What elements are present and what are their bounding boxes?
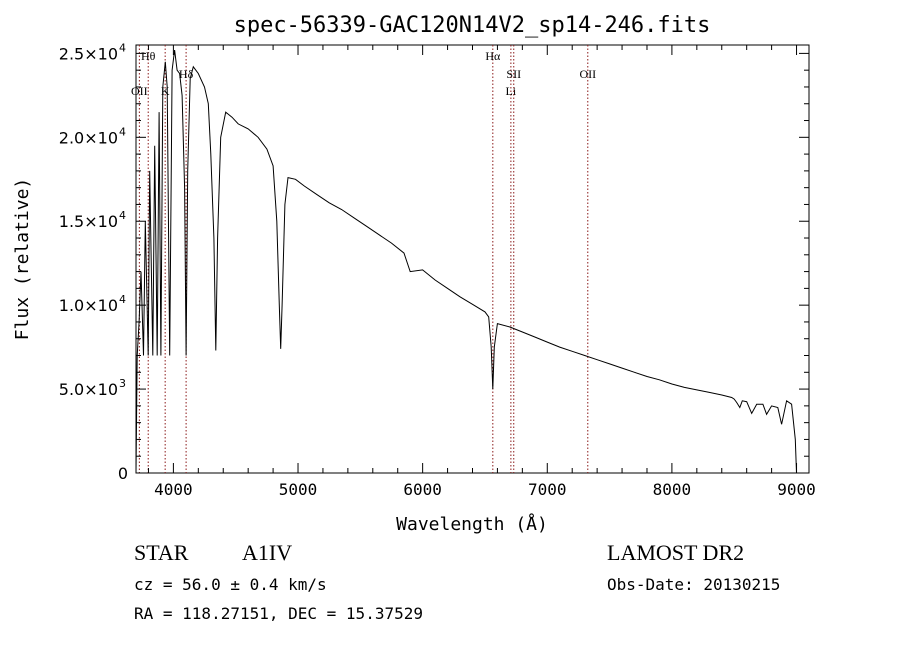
marker-label-7: SII [506, 67, 521, 81]
y-tick-exponent: 4 [119, 209, 126, 222]
x-tick-label: 8000 [653, 480, 692, 499]
y-tick-label: 1.0×10 [59, 296, 118, 315]
chart-title: spec-56339-GAC120N14V2_sp14-246.fits [234, 13, 711, 38]
marker-label-1: OII [131, 84, 148, 98]
marker-label-5: Li [506, 84, 517, 98]
x-tick-label: 5000 [279, 480, 318, 499]
marker-label-4: Hα [485, 49, 501, 63]
x-tick-label: 4000 [154, 480, 193, 499]
x-tick-label: 6000 [403, 480, 442, 499]
y-axis: 05.0×10 31.0×10 41.5×10 42.0×10 42.5×10 4 [59, 41, 809, 483]
y-tick-label: 1.5×10 [59, 212, 118, 231]
object-type: STAR [134, 540, 189, 565]
y-tick-exponent: 4 [119, 125, 126, 138]
marker-label-6: OII [579, 67, 596, 81]
y-tick-label: 2.0×10 [59, 128, 118, 147]
redshift-readout: cz = 56.0 ± 0.4 km/s [134, 575, 327, 594]
marker-label-2: K [161, 84, 170, 98]
x-tick-label: 9000 [777, 480, 816, 499]
x-axis-label: Wavelength (Å) [396, 513, 548, 535]
survey-name: LAMOST DR2 [607, 540, 745, 565]
x-axis: 4000 5000 6000 7000 8000 9000 [147, 45, 816, 499]
marker-label-0: Hθ [141, 49, 156, 63]
y-tick-exponent: 3 [119, 377, 126, 390]
spectrum-line [135, 49, 797, 474]
spectral-class: A1IV [242, 540, 293, 565]
y-tick-label: 5.0×10 [59, 380, 118, 399]
y-tick-label: 0 [118, 464, 128, 483]
emission-line-markers: Hθ OII K Hδ Hα Li OII SII [131, 45, 596, 473]
y-tick-exponent: 4 [119, 293, 126, 306]
y-tick-exponent: 4 [119, 41, 126, 54]
y-tick-label: 2.5×10 [59, 44, 118, 63]
x-tick-label: 7000 [528, 480, 567, 499]
coordinates: RA = 118.27151, DEC = 15.37529 [134, 604, 423, 623]
marker-label-3: Hδ [179, 67, 194, 81]
plot-frame [135, 44, 810, 474]
y-axis-label: Flux (relative) [12, 178, 33, 341]
obs-date: Obs-Date: 20130215 [607, 575, 781, 594]
